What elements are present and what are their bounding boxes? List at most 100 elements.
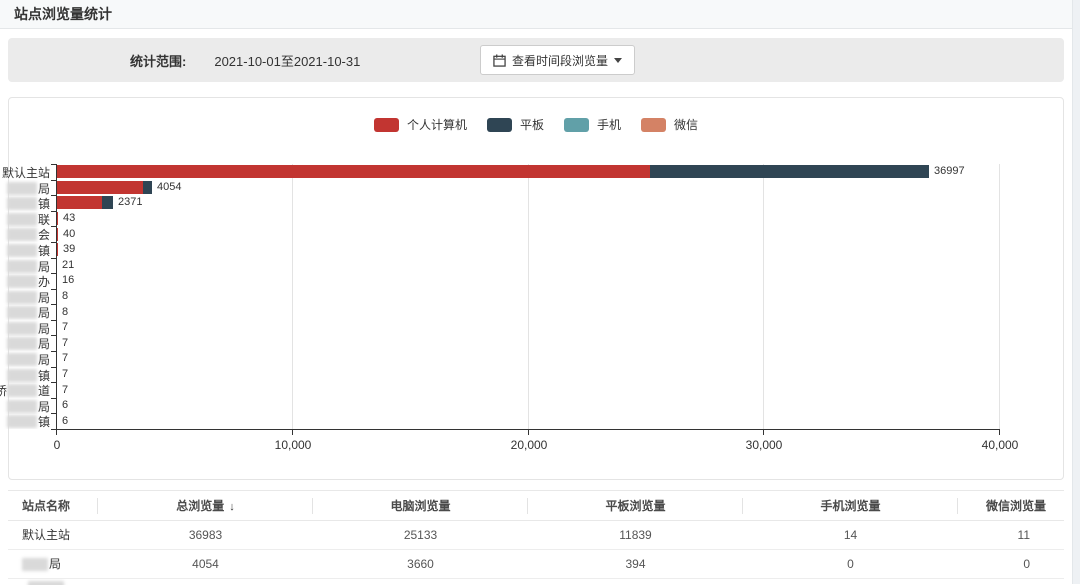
y-axis-tick [51, 429, 56, 430]
grid-line [292, 164, 293, 429]
legend-label: 平板 [519, 118, 544, 132]
redacted-label-block [6, 414, 37, 428]
legend-label: 个人计算机 [406, 118, 467, 132]
y-axis-label: 局 [0, 289, 50, 305]
site-name-cell: 局 [8, 549, 98, 579]
table-column-header-label: 平板浏览量 [605, 498, 666, 513]
legend-item[interactable]: 个人计算机 [373, 116, 467, 133]
table-row: 局 4054 3660 394 0 0 [8, 549, 1064, 579]
y-axis-label-suffix: 局 [37, 321, 50, 336]
bar-row [57, 228, 58, 241]
redacted-label-block [6, 321, 37, 335]
y-axis-label: 镇 [0, 195, 50, 211]
table-value-cell: 394 [528, 549, 743, 579]
y-axis-label: 局 [0, 320, 50, 336]
y-axis-tick [51, 398, 56, 399]
table-column-header[interactable]: 总浏览量 ↓ [98, 491, 313, 521]
table-value-cell: 3660 [313, 549, 528, 579]
view-period-views-button[interactable]: 查看时间段浏览量 [480, 45, 636, 75]
y-axis-label-suffix: 镇 [37, 243, 50, 258]
bar-value-label: 2371 [118, 196, 143, 208]
y-axis-label-suffix: 局 [37, 259, 50, 274]
bar-row [57, 212, 58, 225]
legend-label: 微信 [674, 118, 699, 132]
legend-item[interactable]: 平板 [486, 116, 544, 133]
redacted-label-block [6, 305, 37, 319]
y-axis-tick [51, 211, 56, 212]
y-axis-label-suffix: 联 [37, 212, 50, 227]
y-axis-label-suffix: 局 [37, 399, 50, 414]
table-column-header: 微信浏览量 [958, 491, 1064, 521]
bar-value-label: 16 [62, 274, 75, 286]
bar-segment [57, 228, 58, 241]
y-axis-tick [51, 242, 56, 243]
vertical-scrollbar[interactable] [1072, 0, 1080, 584]
bar-segment [57, 243, 58, 256]
bar-value-label: 43 [63, 212, 76, 224]
y-axis-label-suffix: 镇 [37, 414, 50, 429]
redacted-label-block [6, 383, 37, 397]
bar-value-label: 7 [62, 321, 69, 333]
redacted-label-block [6, 274, 37, 288]
table-column-header: 平板浏览量 [528, 491, 743, 521]
y-axis-label-suffix: 局 [37, 290, 50, 305]
y-axis-tick [51, 273, 56, 274]
bar-segment [650, 165, 929, 178]
legend-swatch-icon [373, 117, 399, 132]
bar-segment [57, 165, 650, 178]
legend-item[interactable]: 微信 [641, 116, 698, 133]
x-axis-tick [763, 430, 764, 435]
y-axis-label: 默认主站 [1, 165, 50, 180]
y-axis-label-suffix: 镇 [37, 196, 50, 211]
stats-table: 站点名称 总浏览量 ↓ 电脑浏览量 平板浏览量 手机浏览量 微信浏览量 默认主站 36983… [8, 491, 1064, 579]
y-axis-tick [51, 258, 56, 259]
x-axis-tick-label: 20,000 [510, 438, 548, 452]
y-axis-label: 办 [0, 273, 50, 289]
bar-row [57, 243, 58, 256]
y-axis-label-suffix: 局 [37, 352, 50, 367]
sort-desc-icon[interactable]: ↓ [226, 500, 235, 513]
x-axis-tick [292, 430, 293, 435]
bar-value-label: 21 [62, 259, 75, 271]
y-axis-label: 镇 [0, 367, 50, 383]
bar-value-label: 6 [62, 399, 69, 411]
stats-table-section: 站点名称 总浏览量 ↓ 电脑浏览量 平板浏览量 手机浏览量 微信浏览量 默认主站 36983… [8, 490, 1064, 585]
bar-row [57, 165, 929, 178]
table-value-cell: 14 [743, 520, 958, 550]
site-name-suffix: 局 [49, 557, 62, 571]
bar-value-label: 4054 [157, 181, 182, 193]
table-row-partial [8, 579, 1064, 585]
view-period-views-label: 查看时间段浏览量 [512, 53, 609, 68]
bar-value-label: 40 [63, 228, 76, 240]
bar-value-label: 7 [62, 368, 69, 380]
legend-swatch-icon [641, 117, 667, 132]
y-axis-label-suffix: 镇 [37, 368, 50, 383]
table-column-header-label: 微信浏览量 [985, 498, 1046, 513]
y-axis-tick [51, 382, 56, 383]
stats-range-label: 统计范围: [130, 53, 187, 69]
y-axis-tick [51, 335, 56, 336]
bar-segment [143, 181, 152, 194]
redacted-label-block [6, 336, 37, 350]
bar-value-label: 7 [62, 352, 69, 364]
grid-line [763, 164, 764, 429]
x-axis-tick [528, 430, 529, 435]
legend-item[interactable]: 手机 [564, 116, 621, 133]
y-axis-label: 局 [0, 335, 50, 351]
site-name-cell: 默认主站 [8, 520, 98, 550]
table-column-header-label: 总浏览量 [176, 498, 225, 513]
bar-value-label: 6 [62, 415, 69, 427]
y-axis-label-suffix: 局 [37, 181, 50, 196]
grid-line [528, 164, 529, 429]
legend-label: 手机 [597, 118, 622, 132]
bar-segment [102, 196, 113, 209]
table-value-cell: 11839 [528, 520, 743, 550]
y-axis-tick [51, 351, 56, 352]
y-axis-tick [51, 195, 56, 196]
bar-segment [57, 212, 58, 225]
redacted-label-block [6, 290, 37, 304]
table-header-row: 站点名称 总浏览量 ↓ 电脑浏览量 平板浏览量 手机浏览量 微信浏览量 [8, 491, 1064, 521]
redacted-label-block [6, 227, 37, 241]
bar-chart-plot: 0 10,000 20,000 30,000 40,000 36997 默认主站 4054 局 2… [0, 164, 1018, 452]
bar-value-label: 36997 [934, 165, 965, 177]
